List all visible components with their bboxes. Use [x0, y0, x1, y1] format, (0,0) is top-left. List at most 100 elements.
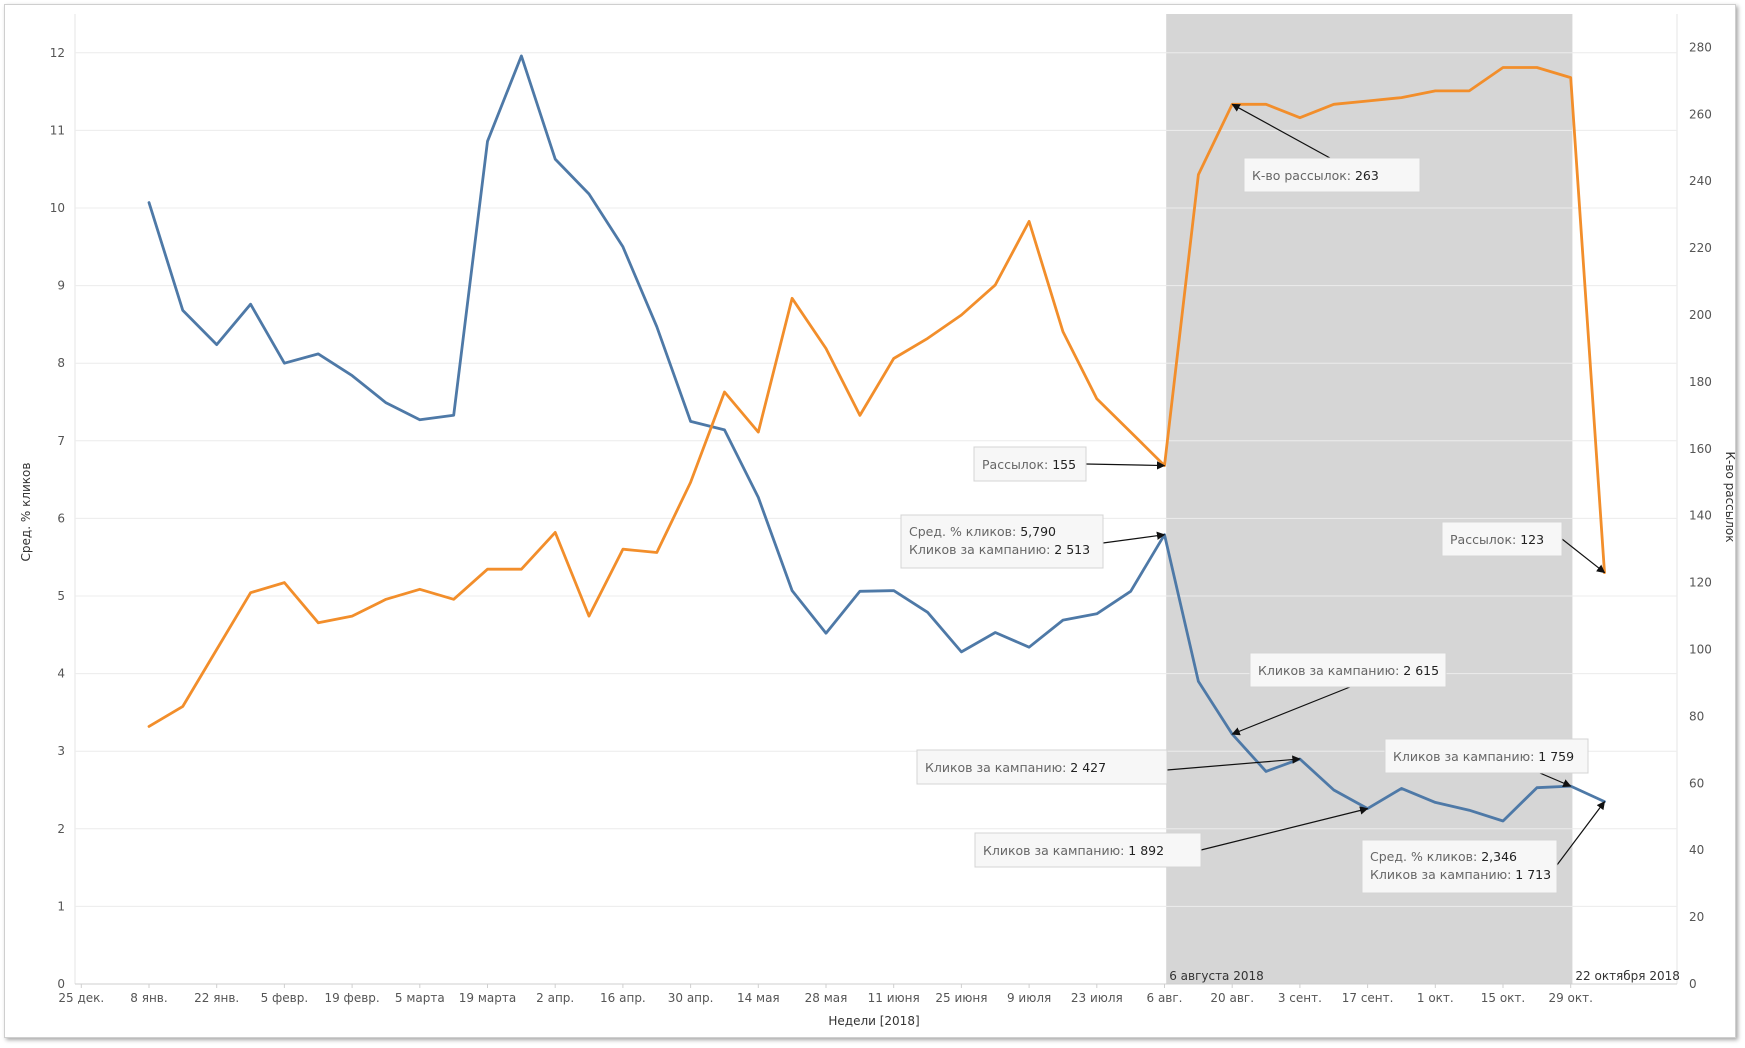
y-right-tick-label: 200 — [1689, 308, 1712, 322]
y-axis-left-title: Сред. % кликов — [19, 463, 33, 562]
series-lines — [147, 54, 1606, 823]
annotation-text: Кликов за кампанию: 2 427 — [925, 760, 1106, 775]
x-tick-label: 11 июня — [868, 991, 920, 1005]
annotation-arrow — [1166, 755, 1301, 771]
annotation-box — [1249, 652, 1447, 688]
annotation-arrow — [1561, 538, 1606, 574]
annotation: Кликов за кампанию: 2 615 — [1231, 652, 1447, 736]
y-right-tick-label: 140 — [1689, 509, 1712, 523]
annotation-text: Кликов за кампанию: 2 615 — [1258, 663, 1439, 678]
annotation-value: 2 513 — [1054, 542, 1090, 557]
y-left-tick-label: 8 — [57, 356, 65, 370]
y-left-tick-label: 5 — [57, 589, 65, 603]
x-tick-label: 9 июля — [1007, 991, 1051, 1005]
y-right-tick-label: 20 — [1689, 910, 1704, 924]
annotation-label: Кликов за кампанию: — [983, 843, 1128, 858]
annotation-value: 263 — [1355, 168, 1379, 183]
annotation-text: К-во рассылок: 263 — [1252, 168, 1379, 183]
annotation-arrow — [1231, 686, 1351, 736]
annotation-box — [1243, 157, 1421, 193]
annotation-text: Сред. % кликов: 5,790 — [909, 524, 1056, 539]
annotation-value: 1 759 — [1538, 749, 1574, 764]
annotation-box — [916, 749, 1168, 785]
annotation-arrow — [1200, 806, 1369, 851]
region-start-label: 6 августа 2018 — [1169, 969, 1264, 983]
annotation: Сред. % кликов: 5,790 Кликов за кампанию:… — [900, 514, 1166, 569]
annotation-label: К-во рассылок: — [1252, 168, 1355, 183]
x-tick-label: 17 сент. — [1342, 991, 1394, 1005]
y-right-tick-label: 160 — [1689, 442, 1712, 456]
annotation: Кликов за кампанию: 1 892 — [974, 806, 1369, 868]
x-tick-label: 1 окт. — [1417, 991, 1454, 1005]
annotation: К-во рассылок: 263 — [1231, 103, 1421, 193]
y-right-tick-label: 60 — [1689, 776, 1704, 790]
y-right-tick-label: 260 — [1689, 107, 1712, 121]
y-right-tick-label: 80 — [1689, 709, 1704, 723]
annotation-text: Рассылок: 155 — [982, 457, 1076, 472]
x-tick-label: 19 февр. — [324, 991, 379, 1005]
x-tick-label: 25 июня — [935, 991, 987, 1005]
annotation: Сред. % кликов: 2,346 Кликов за кампанию:… — [1361, 800, 1606, 894]
x-tick-label: 22 янв. — [194, 991, 239, 1005]
y-left-tick-label: 3 — [57, 744, 65, 758]
annotation-label: Кликов за кампанию: — [1258, 663, 1403, 678]
annotation-value: 2 615 — [1403, 663, 1439, 678]
annotation-box — [1441, 521, 1563, 557]
annotation-box — [974, 832, 1202, 868]
annotation: Кликов за кампанию: 1 759 — [1384, 738, 1589, 788]
y-right-tick-label: 240 — [1689, 174, 1712, 188]
annotation-box — [1384, 738, 1589, 774]
annotation-text: Рассылок: 123 — [1450, 532, 1544, 547]
x-tick-label: 20 авг. — [1210, 991, 1254, 1005]
annotation-arrow — [1102, 531, 1166, 544]
x-axis-title: Недели [2018] — [828, 1014, 919, 1028]
annotation: Кликов за кампанию: 2 427 — [916, 749, 1301, 785]
annotation-text: Кликов за кампанию: 1 713 — [1370, 867, 1551, 882]
annotation-value: 155 — [1052, 457, 1076, 472]
y-right-tick-label: 100 — [1689, 643, 1712, 657]
x-tick-label: 5 февр. — [261, 991, 309, 1005]
x-tick-label: 8 янв. — [130, 991, 167, 1005]
annotation-arrow — [1085, 461, 1166, 470]
region-end-label: 22 октября 2018 — [1575, 969, 1679, 983]
highlight-region: 6 августа 2018 22 октября 2018 — [1166, 14, 1680, 984]
annotation: Рассылок: 155 — [973, 446, 1166, 482]
x-tick-label: 14 мая — [737, 991, 780, 1005]
annotation-label: Кликов за кампанию: — [909, 542, 1054, 557]
annotation-arrow — [1231, 103, 1331, 159]
annotation-value: 2,346 — [1481, 849, 1517, 864]
annotation-value: 1 713 — [1515, 867, 1551, 882]
annotation-label: Кликов за кампанию: — [1370, 867, 1515, 882]
x-tick-label: 2 апр. — [536, 991, 574, 1005]
x-tick-label: 28 мая — [805, 991, 848, 1005]
annotation: Рассылок: 123 — [1441, 521, 1606, 574]
y-right-tick-label: 280 — [1689, 40, 1712, 54]
x-tick-label: 25 дек. — [58, 991, 104, 1005]
y-right-tick-label: 180 — [1689, 375, 1712, 389]
y-right-tick-label: 120 — [1689, 576, 1712, 590]
y-left-tick-label: 10 — [50, 201, 65, 215]
annotation-value: 2 427 — [1070, 760, 1106, 775]
gridlines — [75, 52, 1677, 985]
y-left-tick-label: 7 — [57, 434, 65, 448]
x-tick-label: 29 окт. — [1548, 991, 1592, 1005]
annotation-box — [900, 514, 1104, 569]
y-left-tick-label: 1 — [57, 899, 65, 913]
y-left-tick-label: 4 — [57, 667, 65, 681]
x-tick-label: 5 марта — [395, 991, 445, 1005]
plot-area — [74, 14, 1678, 984]
series-line-mailings — [147, 66, 1606, 728]
y-axis-right-title: К-во рассылок — [1723, 452, 1737, 543]
annotation-label: Сред. % кликов: — [909, 524, 1020, 539]
annotation-text: Кликов за кампанию: 2 513 — [909, 542, 1090, 557]
annotation-label: Кликов за кампанию: — [1393, 749, 1538, 764]
x-tick-label: 30 апр. — [668, 991, 714, 1005]
x-tick-label: 3 сент. — [1278, 991, 1322, 1005]
series-line-click-rate — [147, 54, 1606, 823]
y-left-tick-label: 0 — [57, 977, 65, 991]
annotation-label: Сред. % кликов: — [1370, 849, 1481, 864]
y-left-tick-label: 11 — [50, 123, 65, 137]
annotation-text: Кликов за кампанию: 1 892 — [983, 843, 1164, 858]
y-left-tick-label: 6 — [57, 511, 65, 525]
